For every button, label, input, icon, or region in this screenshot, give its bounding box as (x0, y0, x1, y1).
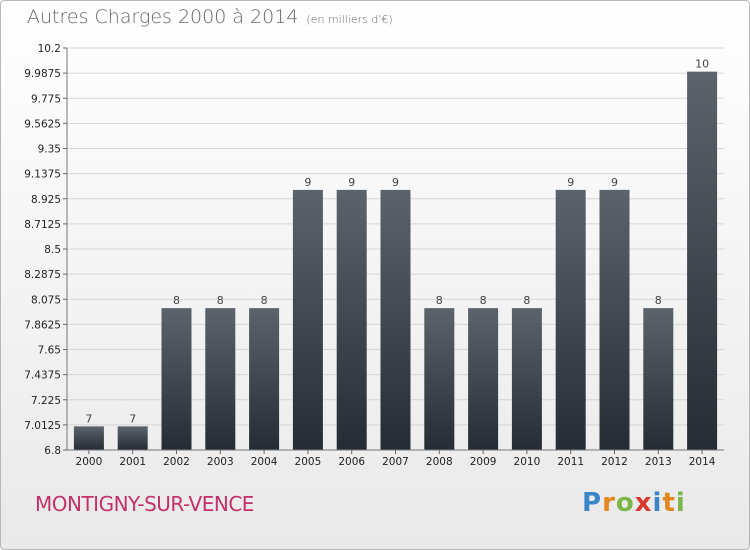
bar-value-label: 8 (480, 294, 487, 307)
bar (687, 71, 718, 450)
x-tick-label: 2012 (601, 456, 628, 468)
y-tick-label: 9.775 (31, 93, 61, 105)
x-tick-label: 2005 (295, 456, 322, 468)
proxiti-logo: Proxiti (582, 488, 686, 518)
bar-value-label: 8 (436, 294, 443, 307)
x-tick-label: 2001 (119, 456, 146, 468)
y-tick-label: 7.4375 (24, 370, 61, 382)
y-tick-label: 9.1375 (24, 169, 61, 181)
x-tick-label: 2000 (76, 456, 103, 468)
bar (117, 426, 148, 450)
x-tick-label: 2013 (645, 456, 672, 468)
y-tick-label: 8.7125 (24, 219, 61, 231)
bar (249, 308, 280, 450)
bar-value-label: 8 (173, 294, 180, 307)
bar-value-label: 9 (567, 176, 574, 189)
bar (511, 308, 542, 450)
x-tick-label: 2011 (557, 456, 584, 468)
y-tick-label: 9.5625 (24, 118, 61, 130)
bar (468, 308, 499, 450)
bar (161, 308, 192, 450)
bar (380, 189, 411, 450)
x-tick-label: 2014 (689, 456, 716, 468)
y-tick-label: 8.2875 (24, 269, 61, 281)
x-tick-label: 2002 (163, 456, 190, 468)
x-tick-label: 2010 (514, 456, 541, 468)
bar (73, 426, 104, 450)
y-tick-label: 8.5 (44, 244, 61, 256)
bar-value-label: 8 (523, 294, 530, 307)
bar-value-label: 9 (392, 176, 399, 189)
x-tick-label: 2007 (382, 456, 409, 468)
bar-value-label: 9 (611, 176, 618, 189)
chart-unit: (en milliers d'€) (306, 13, 393, 26)
y-tick-label: 8.075 (31, 294, 61, 306)
x-tick-label: 2006 (338, 456, 365, 468)
bars: 7 7 8 8 8 9 9 9 8 8 8 9 9 8 10 (73, 58, 718, 450)
y-tick-label: 7.65 (38, 345, 61, 357)
y-tick-label: 7.225 (31, 395, 61, 407)
x-tick-label: 2003 (207, 456, 234, 468)
bar (643, 308, 674, 450)
bar-value-label: 7 (129, 412, 136, 425)
bar (336, 189, 367, 450)
axes (66, 48, 724, 451)
y-axis-ticks: 6.8 7.0125 7.225 7.4375 7.65 7.8625 8.075 8.287… (24, 43, 67, 457)
bar (292, 189, 323, 450)
bar-value-label: 9 (348, 176, 355, 189)
y-tick-label: 8.925 (31, 194, 61, 206)
bar-value-label: 8 (655, 294, 662, 307)
chart-title-text: Autres Charges 2000 à 2014 (27, 6, 299, 28)
y-tick-label: 6.8 (44, 445, 61, 457)
bar (424, 308, 455, 450)
bar-value-label: 7 (85, 412, 92, 425)
y-tick-label: 9.35 (38, 144, 61, 156)
chart-title: Autres Charges 2000 à 2014 (en milliers d… (27, 6, 393, 28)
bar (599, 189, 630, 450)
y-tick-label: 7.0125 (24, 420, 61, 432)
y-tick-label: 7.8625 (24, 319, 61, 331)
bar (205, 308, 236, 450)
bar-value-label: 8 (217, 294, 224, 307)
x-tick-label: 2008 (426, 456, 453, 468)
commune-name: MONTIGNY-SUR-VENCE (35, 492, 254, 516)
bar-value-label: 8 (261, 294, 268, 307)
bar-value-label: 10 (695, 58, 709, 71)
bar-value-label: 9 (304, 176, 311, 189)
y-tick-label: 9.9875 (24, 68, 61, 80)
y-tick-label: 10.2 (38, 43, 61, 55)
x-tick-label: 2009 (470, 456, 497, 468)
x-tick-label: 2004 (251, 456, 278, 468)
x-axis-ticks: 2000 2001 2002 2003 2004 2005 2006 2007 2008 2009… (76, 450, 716, 468)
bar (555, 189, 586, 450)
